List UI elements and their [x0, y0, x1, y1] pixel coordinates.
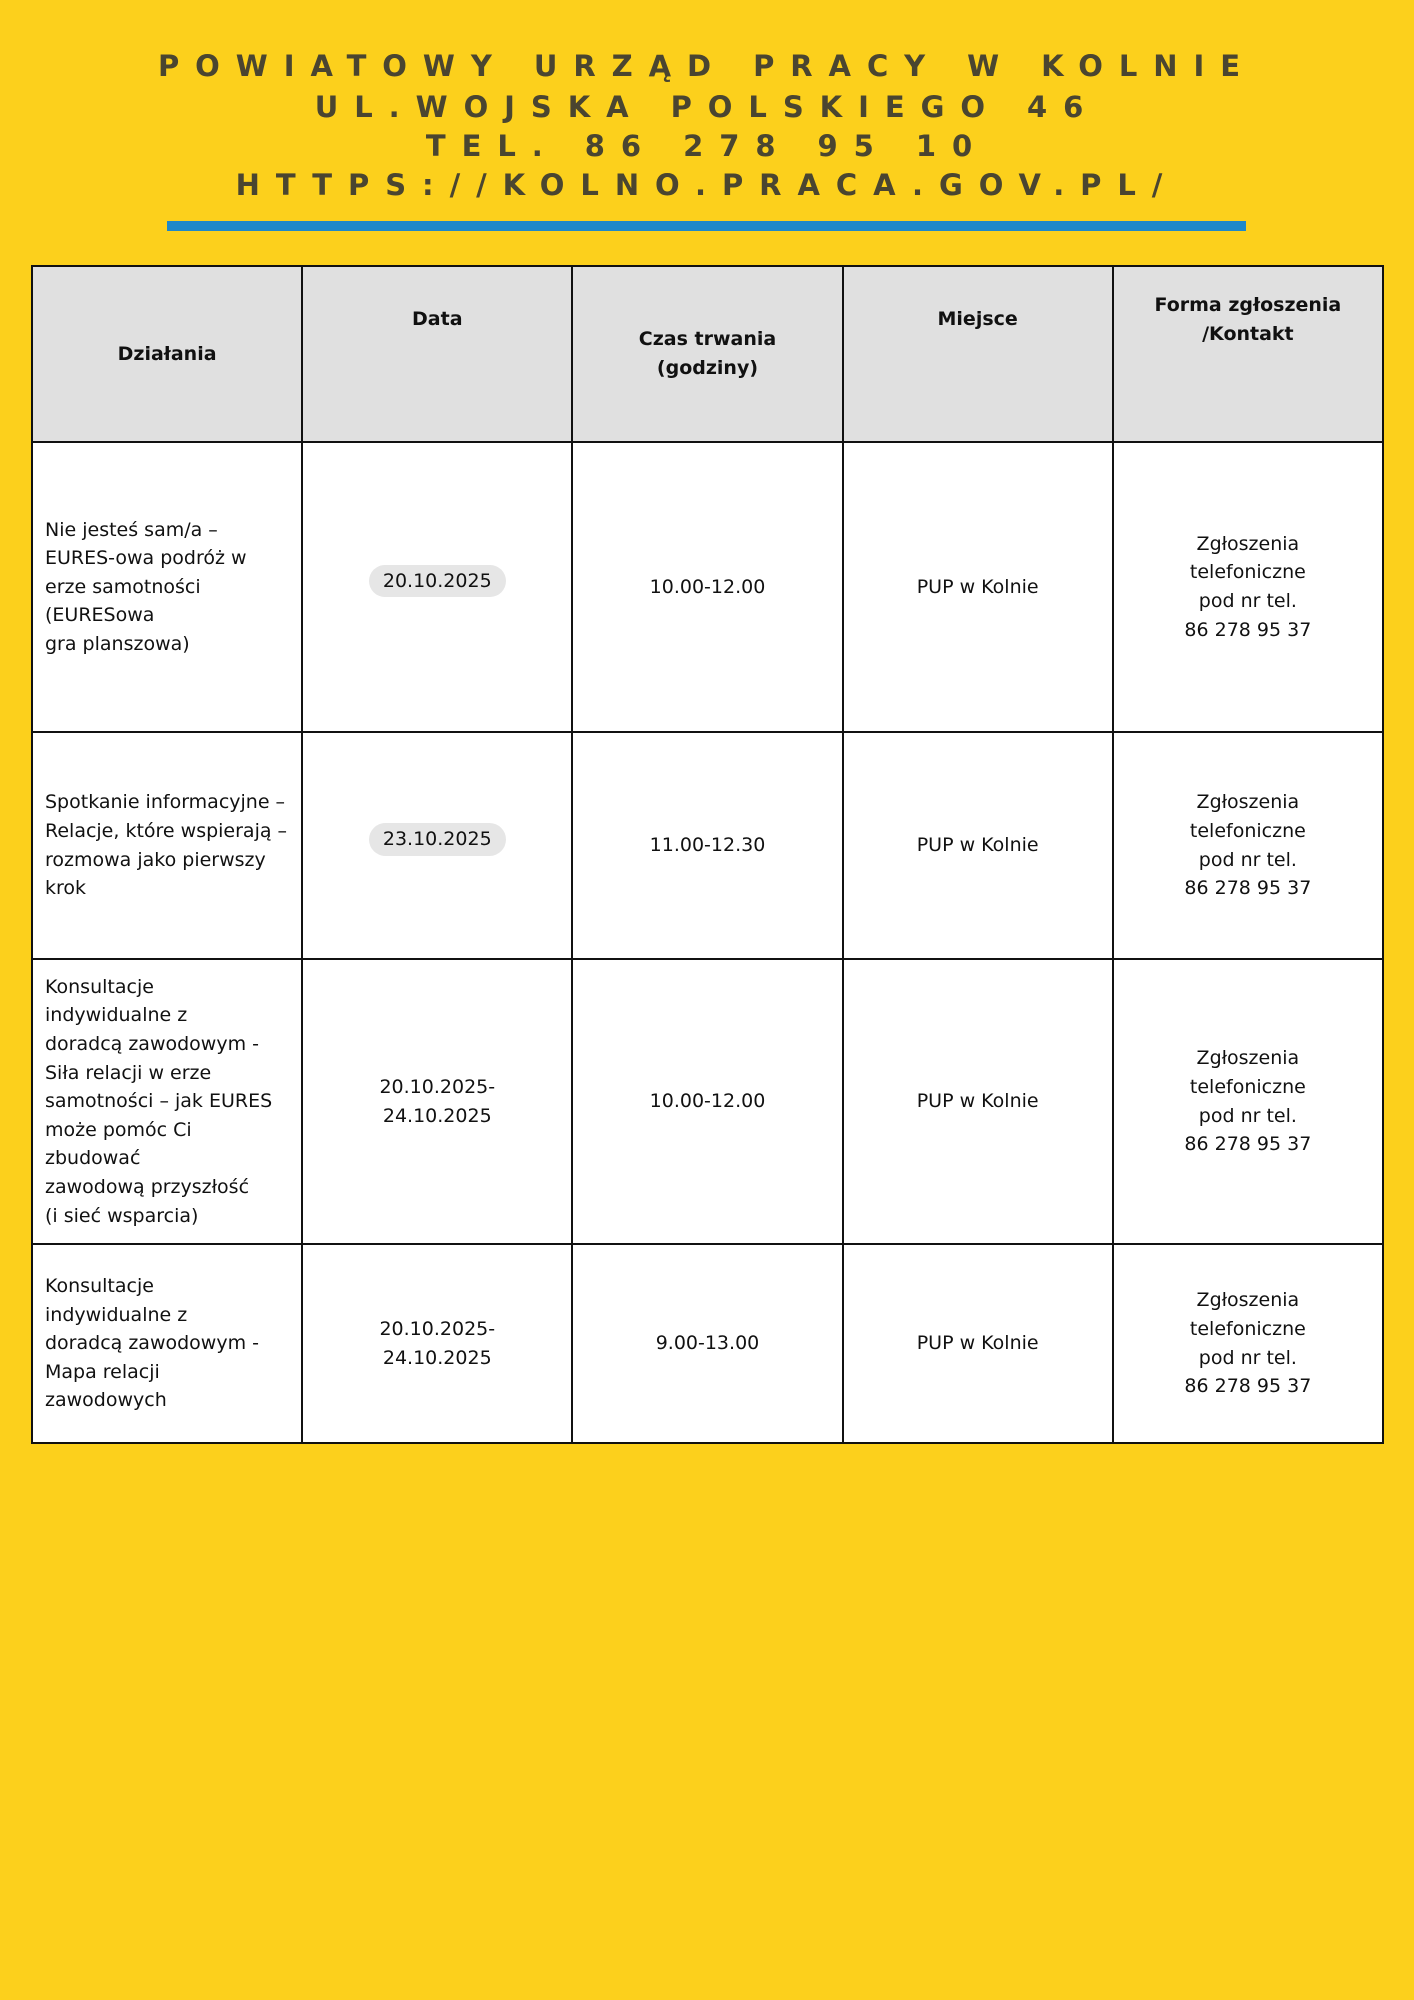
- contact-cell: Zgłoszenia telefoniczne pod nr tel. 86 2…: [1111, 958, 1385, 1245]
- place-text: PUP w Kolnie: [916, 834, 1039, 857]
- office-name: POWIATOWY URZĄD PRACY W KOLNIE: [157, 49, 1257, 83]
- place-cell: PUP w Kolnie: [841, 441, 1114, 733]
- duration-cell: 10.00-12.00: [571, 958, 844, 1245]
- table-row: Nie jesteś sam/a – EURES-owa podróż w er…: [30, 441, 1385, 733]
- col-header-place: Miejsce: [841, 265, 1114, 443]
- duration-cell: 10.00-12.00: [571, 441, 844, 733]
- col-header-date: Data: [301, 265, 574, 443]
- table-header-row: Działania Data Czas trwania (godziny) Mi…: [30, 265, 1385, 443]
- contact-text: Zgłoszenia telefoniczne pod nr tel. 86 2…: [1184, 1289, 1312, 1398]
- col-header-duration: Czas trwania (godziny): [571, 265, 844, 443]
- duration-text: 9.00-13.00: [655, 1332, 760, 1355]
- duration-text: 10.00-12.00: [649, 1090, 766, 1113]
- duration-cell: 9.00-13.00: [571, 1243, 844, 1444]
- table-row: Spotkanie informacyjne – Relacje, które …: [30, 731, 1385, 960]
- date-cell: 20.10.2025- 24.10.2025: [301, 1243, 574, 1444]
- contact-text: Zgłoszenia telefoniczne pod nr tel. 86 2…: [1184, 532, 1312, 641]
- duration-text: 11.00-12.30: [649, 834, 766, 857]
- col-header-contact: Forma zgłoszenia /Kontakt: [1111, 265, 1385, 443]
- place-text: PUP w Kolnie: [916, 1090, 1039, 1113]
- events-table: Działania Data Czas trwania (godziny) Mi…: [30, 265, 1385, 1444]
- accent-divider: [167, 221, 1246, 231]
- contact-text: Zgłoszenia telefoniczne pod nr tel. 86 2…: [1184, 791, 1312, 900]
- table-row: Konsultacje indywidualne z doradcą zawod…: [30, 1243, 1385, 1444]
- contact-text: Zgłoszenia telefoniczne pod nr tel. 86 2…: [1184, 1047, 1312, 1156]
- activity-cell: Spotkanie informacyjne – Relacje, które …: [30, 731, 304, 960]
- table-row: Konsultacje indywidualne z doradcą zawod…: [30, 958, 1385, 1245]
- activity-text: Konsultacje indywidualne z doradcą zawod…: [45, 1275, 259, 1412]
- duration-text: 10.00-12.00: [649, 575, 766, 598]
- office-website[interactable]: HTTPS://KOLNO.PRACA.GOV.PL/: [235, 168, 1179, 202]
- office-phone: TEL. 86 278 95 10: [425, 129, 989, 163]
- date-text: 23.10.2025: [368, 823, 506, 856]
- contact-cell: Zgłoszenia telefoniczne pod nr tel. 86 2…: [1111, 1243, 1385, 1444]
- place-cell: PUP w Kolnie: [841, 731, 1114, 960]
- date-text: 20.10.2025: [368, 564, 506, 598]
- duration-cell: 11.00-12.30: [571, 731, 844, 960]
- place-cell: PUP w Kolnie: [841, 958, 1114, 1245]
- date-cell: 20.10.2025- 24.10.2025: [301, 958, 574, 1245]
- contact-cell: Zgłoszenia telefoniczne pod nr tel. 86 2…: [1111, 441, 1385, 733]
- col-header-activity: Działania: [30, 265, 304, 443]
- place-text: PUP w Kolnie: [916, 1332, 1039, 1355]
- date-text: 20.10.2025- 24.10.2025: [379, 1075, 496, 1127]
- date-text: 20.10.2025- 24.10.2025: [379, 1317, 496, 1369]
- activity-text: Konsultacje indywidualne z doradcą zawod…: [45, 975, 273, 1227]
- place-cell: PUP w Kolnie: [841, 1243, 1114, 1444]
- activity-text: Nie jesteś sam/a – EURES-owa podróż w er…: [45, 518, 247, 655]
- date-cell: 23.10.2025: [301, 731, 574, 960]
- activity-text: Spotkanie informacyjne – Relacje, które …: [45, 791, 288, 900]
- activity-cell: Konsultacje indywidualne z doradcą zawod…: [30, 958, 304, 1245]
- activity-cell: Nie jesteś sam/a – EURES-owa podróż w er…: [30, 441, 304, 733]
- activity-cell: Konsultacje indywidualne z doradcą zawod…: [30, 1243, 304, 1444]
- office-address: UL.WOJSKA POLSKIEGO 46: [314, 90, 1100, 124]
- place-text: PUP w Kolnie: [916, 575, 1039, 598]
- date-cell: 20.10.2025: [301, 441, 574, 733]
- contact-cell: Zgłoszenia telefoniczne pod nr tel. 86 2…: [1111, 731, 1385, 960]
